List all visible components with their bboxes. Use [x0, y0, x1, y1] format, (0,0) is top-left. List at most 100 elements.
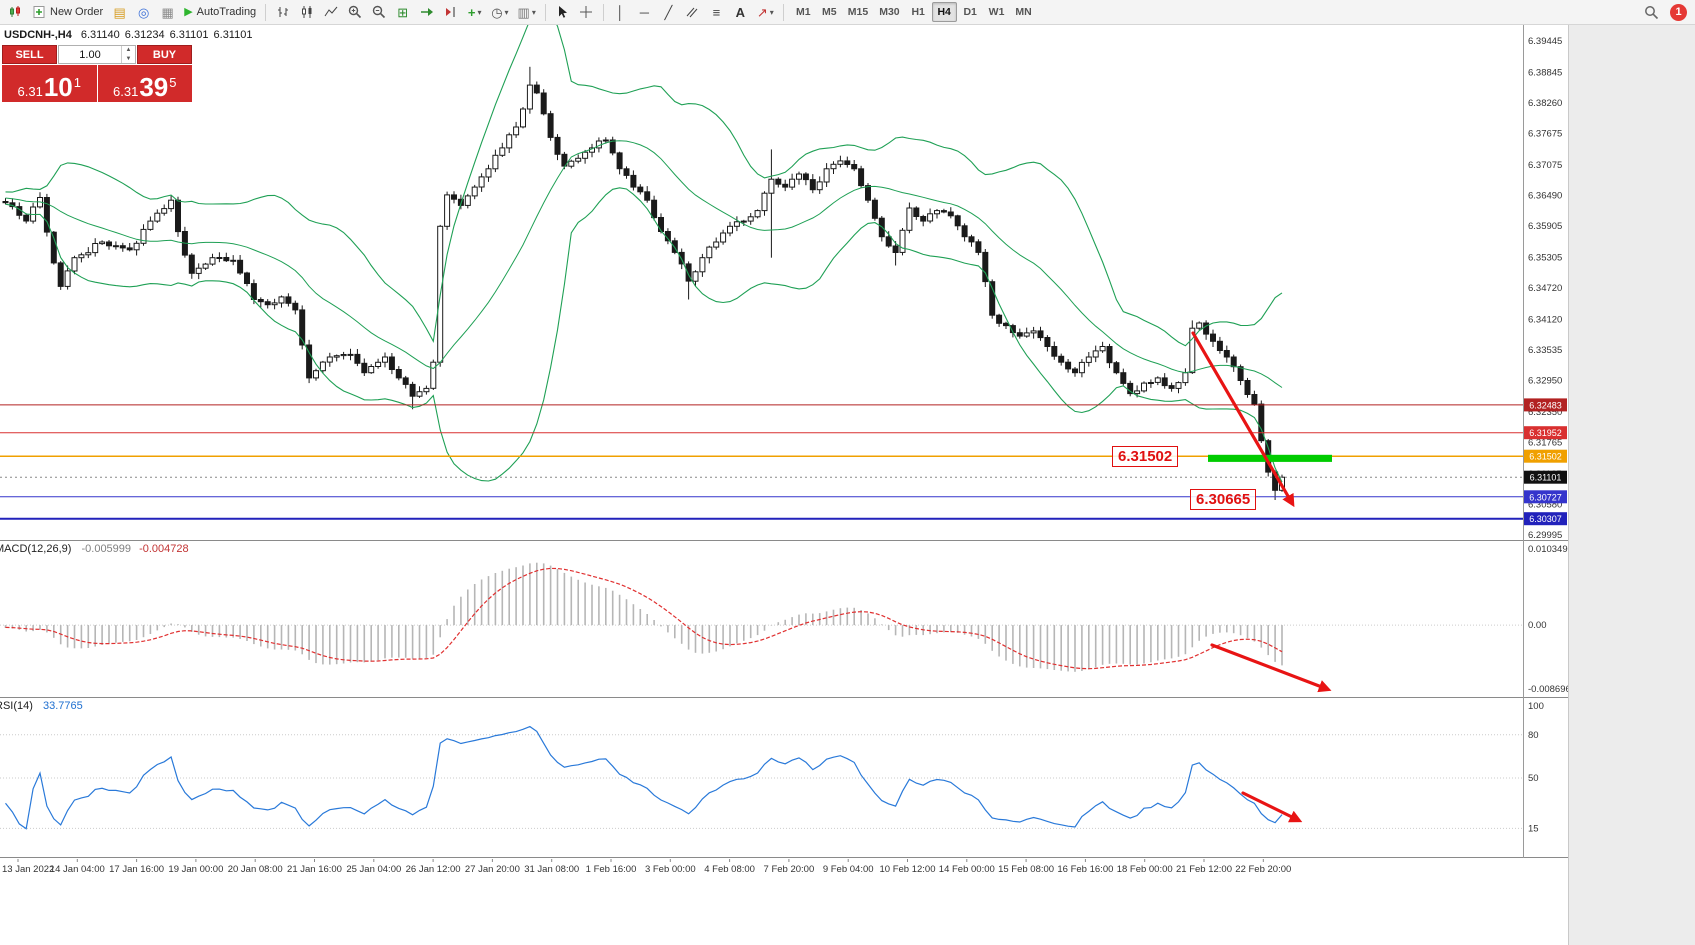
- text-tool-button[interactable]: A: [729, 1, 752, 23]
- cursor-button[interactable]: [551, 1, 574, 23]
- buy-button[interactable]: BUY: [137, 45, 192, 64]
- rsi-line: [5, 725, 1283, 830]
- tile-windows-button[interactable]: ⊞: [391, 1, 414, 23]
- search-button[interactable]: [1640, 1, 1663, 23]
- zoom-in-button[interactable]: [343, 1, 366, 23]
- autotrading-button[interactable]: ▶ AutoTrading: [180, 1, 260, 23]
- channel-tool-button[interactable]: [681, 1, 704, 23]
- time-axis-label: 27 Jan 20:00: [465, 864, 520, 875]
- price-marker-box: [1524, 490, 1567, 504]
- zoom-out-button[interactable]: [367, 1, 390, 23]
- chart-shift-button[interactable]: [439, 1, 462, 23]
- price-scale-label: 6.34720: [1528, 283, 1562, 294]
- trend-arrow[interactable]: [1210, 643, 1332, 693]
- vertical-line-tool-button[interactable]: │: [609, 1, 632, 23]
- price-callout[interactable]: 6.31502: [1112, 446, 1179, 467]
- new-chart-button[interactable]: [4, 1, 27, 23]
- line-chart-mode-button[interactable]: [319, 1, 342, 23]
- price-scale-label: 6.36490: [1528, 190, 1562, 201]
- horizontal-line-icon: ─: [639, 4, 649, 20]
- chevron-down-icon: ▾: [769, 7, 774, 17]
- bar-chart-mode-button[interactable]: [271, 1, 294, 23]
- price-scale-label: 6.38260: [1528, 98, 1562, 109]
- toolbar-separator: [544, 3, 546, 21]
- rsi-value: 33.7765: [42, 700, 83, 712]
- fibonacci-icon: ≡: [712, 4, 721, 20]
- arrow-tool-button[interactable]: ↗ ▾: [753, 1, 778, 23]
- time-axis-label: 14 Jan 04:00: [50, 864, 105, 875]
- time-axis-label: 13 Jan 2022: [2, 864, 54, 875]
- templates-button[interactable]: ▥ ▾: [514, 1, 540, 23]
- price-scale-label: 6.34120: [1528, 314, 1562, 325]
- one-click-trading-panel: SELL 1.00 ▲ ▼ BUY 6.31 10 1: [2, 45, 192, 102]
- price-marker-label: 6.30727: [1529, 492, 1562, 502]
- price-scale-label: 6.30580: [1528, 499, 1562, 510]
- volume-input[interactable]: 1.00 ▲ ▼: [58, 45, 136, 64]
- zoom-in-icon: [348, 5, 361, 19]
- price-marker-label: 6.31952: [1529, 428, 1562, 438]
- timeframe-button-D1[interactable]: D1: [958, 2, 983, 22]
- time-axis-label: 18 Feb 00:00: [1117, 864, 1173, 875]
- trendline-tool-button[interactable]: ╱: [657, 1, 680, 23]
- timeframe-button-H4[interactable]: H4: [931, 2, 957, 22]
- rsi-name: RSI(14): [0, 700, 33, 712]
- price-marker-label: 6.31502: [1529, 452, 1562, 462]
- time-axis-label: 17 Jan 16:00: [109, 864, 164, 875]
- sell-button[interactable]: SELL: [2, 45, 57, 64]
- crosshair-button[interactable]: [575, 1, 598, 23]
- timeframe-button-M1[interactable]: M1: [791, 2, 816, 22]
- ohlc-high: 6.31234: [124, 29, 165, 41]
- volume-value[interactable]: 1.00: [79, 48, 101, 61]
- timeframe-group: M1 M5 M15 M30 H1 H4 D1 W1 MN: [791, 2, 1037, 22]
- volume-stepper-up[interactable]: ▲: [125, 47, 132, 54]
- periods-button[interactable]: ◷ ▾: [487, 1, 512, 23]
- navigator-button[interactable]: ◎: [132, 1, 155, 23]
- timeframe-button-MN[interactable]: MN: [1010, 2, 1036, 22]
- template-icon: ▥: [517, 4, 530, 20]
- trend-arrow[interactable]: [1241, 791, 1303, 823]
- price-callout[interactable]: 6.30665: [1190, 489, 1257, 510]
- indicators-button[interactable]: + ▾: [463, 1, 486, 23]
- price-marker-box: [1524, 512, 1567, 526]
- arrow-tool-icon: ↗: [756, 4, 768, 20]
- sell-price-value: 6.31 10 1: [17, 72, 81, 102]
- price-scale[interactable]: 6.39445 6.38845 6.38260 6.37675 6.37075 6.364…: [1524, 36, 1567, 541]
- market-watch-button[interactable]: ▤: [108, 1, 131, 23]
- volume-stepper-down[interactable]: ▼: [125, 55, 132, 62]
- new-order-button[interactable]: New Order: [28, 1, 107, 23]
- candlestick-mode-button[interactable]: [295, 1, 318, 23]
- buy-price-display[interactable]: 6.31 39 5: [97, 65, 192, 102]
- cursor-icon: [559, 6, 568, 18]
- chart-canvas[interactable]: 6.39445 6.38845 6.38260 6.37675 6.37075 6.364…: [0, 25, 1568, 945]
- support-zone-rectangle[interactable]: [1208, 454, 1332, 462]
- timeframe-button-H1[interactable]: H1: [906, 2, 931, 22]
- chevron-down-icon: ▾: [531, 7, 536, 17]
- crosshair-icon: [580, 6, 593, 18]
- timeframe-label: MN: [1015, 6, 1032, 18]
- time-axis-label: 9 Feb 04:00: [823, 864, 874, 875]
- fibonacci-tool-button[interactable]: ≡: [705, 1, 728, 23]
- timeframe-label: M30: [879, 6, 900, 18]
- rsi-scale-label: 15: [1528, 823, 1539, 834]
- price-marker-box: [1524, 398, 1567, 412]
- timeframe-button-M5[interactable]: M5: [817, 2, 842, 22]
- bar-chart-icon: [277, 7, 288, 17]
- timeframe-button-M30[interactable]: M30: [874, 2, 904, 22]
- notifications-badge[interactable]: 1: [1670, 3, 1687, 21]
- rsi-scale-label: 80: [1528, 730, 1539, 741]
- time-axis-label: 3 Feb 00:00: [645, 864, 696, 875]
- sell-price-display[interactable]: 6.31 10 1: [2, 65, 97, 102]
- auto-scroll-button[interactable]: [415, 1, 438, 23]
- terminal-button[interactable]: ▦: [156, 1, 179, 23]
- trend-arrow[interactable]: [1191, 331, 1295, 508]
- timeframe-button-M15[interactable]: M15: [843, 2, 873, 22]
- macd-indicator-label: MACD(12,26,9) -0.005999 -0.004728: [0, 543, 189, 555]
- chevron-down-icon: ▾: [477, 7, 482, 17]
- timeframe-button-W1[interactable]: W1: [984, 2, 1010, 22]
- ohlc-close: 6.31101: [213, 29, 253, 41]
- time-axis-label: 21 Jan 16:00: [287, 864, 342, 875]
- horizontal-line-tool-button[interactable]: ─: [633, 1, 656, 23]
- rsi-scale-label: 50: [1528, 773, 1539, 784]
- price-marker-label: 6.31101: [1530, 473, 1562, 483]
